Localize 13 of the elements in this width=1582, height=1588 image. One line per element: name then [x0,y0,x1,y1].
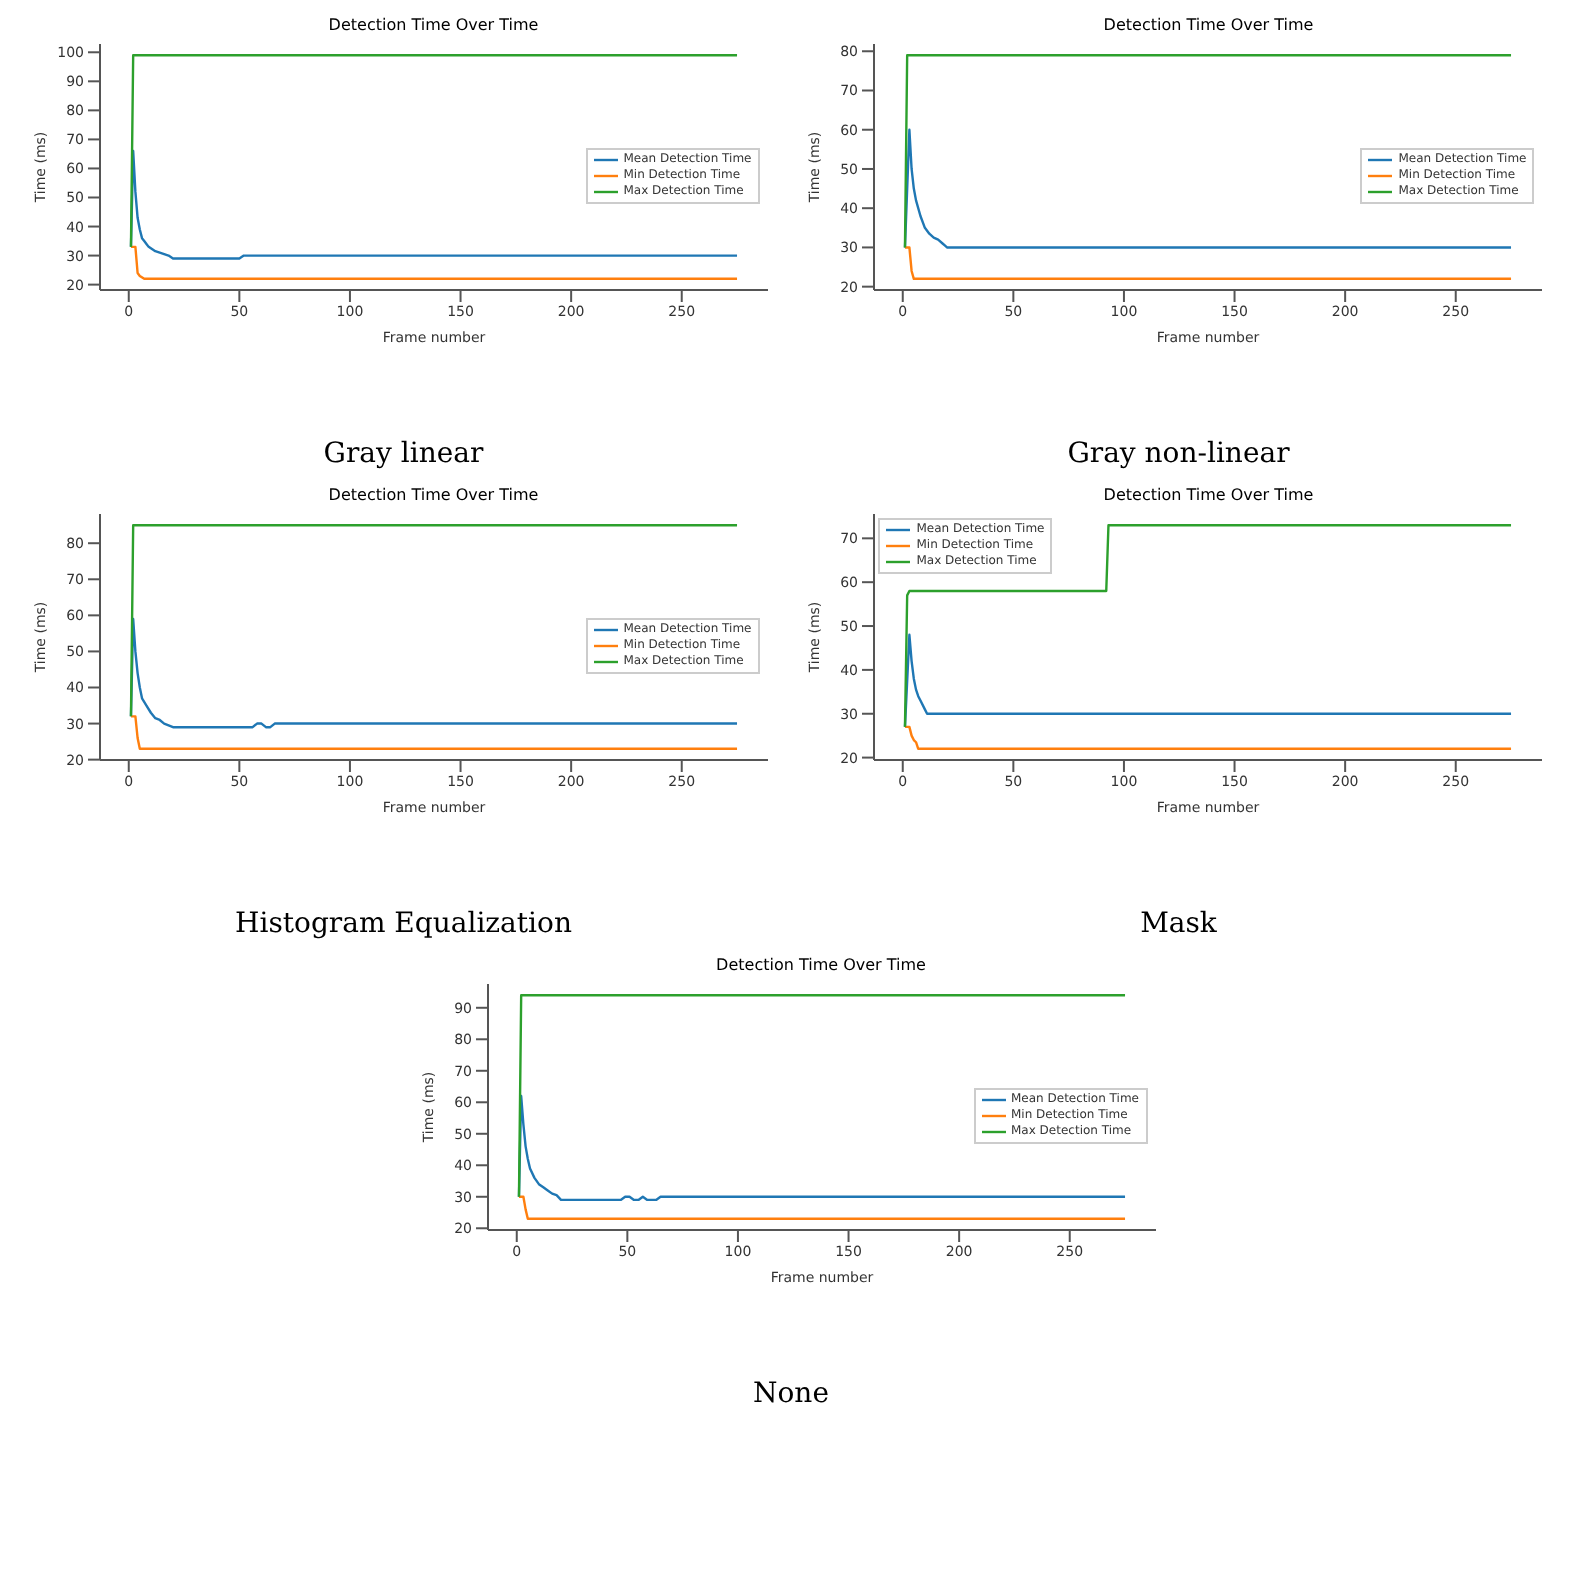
text: None [751,1378,831,1410]
chart-title: Detection Time Over Time [1101,486,1316,506]
chart-title: Detection Time Over Time [1101,16,1316,36]
chart-title: Detection Time Over Time [326,486,541,506]
text: Histogram Equalization [233,908,574,940]
chart-title: Detection Time Over Time [326,16,541,36]
text: Gray non-linear [1065,438,1292,470]
line-series [904,523,1513,729]
line-series [129,245,738,281]
text: Gray linear [321,438,486,470]
line-series [904,725,1513,751]
chart-title: Detection Time Over Time [714,956,928,976]
text: Mask [1138,908,1219,940]
